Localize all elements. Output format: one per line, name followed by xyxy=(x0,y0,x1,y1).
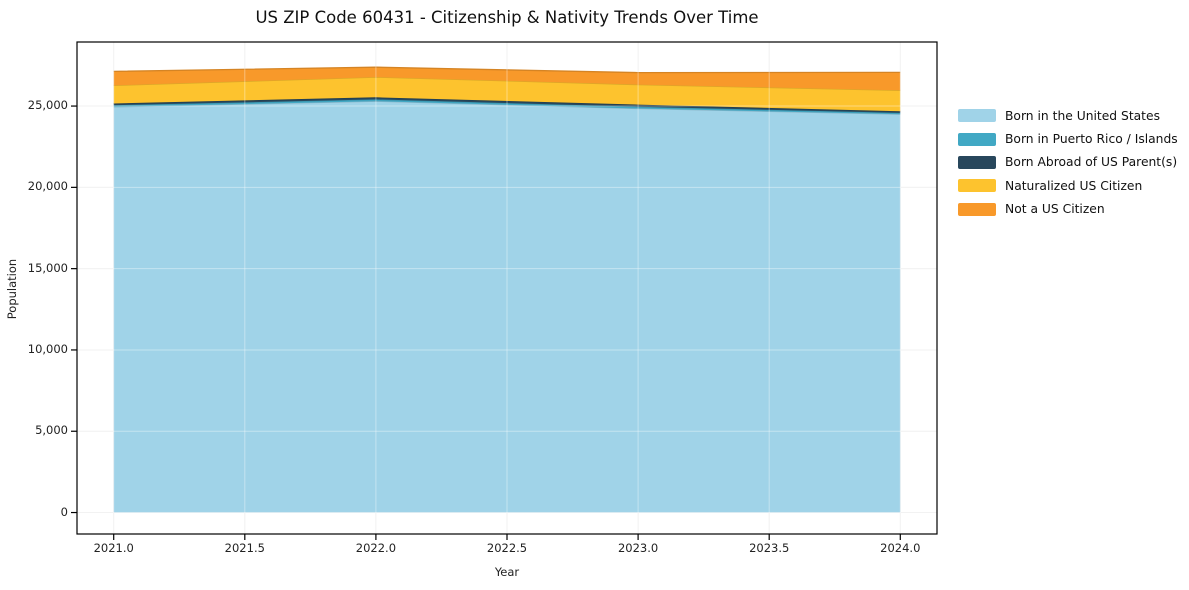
legend: Born in the United States Born in Puerto … xyxy=(958,104,1178,221)
legend-item-4: Naturalized US Citizen xyxy=(958,174,1178,197)
area-1 xyxy=(113,101,901,513)
legend-item-5: Not a US Citizen xyxy=(958,198,1178,221)
legend-label: Born Abroad of US Parent(s) xyxy=(1005,155,1178,170)
x-axis-label: Year xyxy=(494,565,520,579)
legend-item-1: Born in the United States xyxy=(958,104,1178,127)
legend-label: Born in Puerto Rico / Islands xyxy=(1005,132,1178,147)
legend-swatch-icon xyxy=(958,132,996,146)
x-tick-label: 2023.5 xyxy=(749,541,790,555)
legend-label: Born in the United States xyxy=(1005,108,1160,123)
x-tick-label: 2023.0 xyxy=(617,541,659,555)
legend-swatch-icon xyxy=(958,202,996,216)
y-tick-label: 0 xyxy=(60,504,68,519)
y-tick-label: 15,000 xyxy=(27,260,68,275)
legend-swatch-icon xyxy=(958,109,996,123)
legend-item-3: Born Abroad of US Parent(s) xyxy=(958,151,1178,174)
chart-title: US ZIP Code 60431 - Citizenship & Nativi… xyxy=(255,8,759,27)
x-tick-label: 2022.0 xyxy=(355,541,397,555)
legend-swatch-icon xyxy=(958,179,996,193)
x-tick-label: 2022.5 xyxy=(486,541,528,555)
area-edge-5 xyxy=(113,66,901,74)
y-tick-label: 10,000 xyxy=(27,341,68,356)
area-4 xyxy=(113,77,901,112)
legend-item-2: Born in Puerto Rico / Islands xyxy=(958,127,1178,150)
legend-swatch-icon xyxy=(958,155,996,169)
y-tick-label: 25,000 xyxy=(27,98,68,113)
y-axis-label: Population xyxy=(5,258,19,320)
x-tick-label: 2021.0 xyxy=(93,541,134,555)
legend-label: Naturalized US Citizen xyxy=(1005,178,1143,193)
y-tick-label: 5,000 xyxy=(35,423,68,438)
legend-label: Not a US Citizen xyxy=(1005,202,1105,217)
x-tick-label: 2024.0 xyxy=(880,541,921,555)
x-tick-label: 2021.5 xyxy=(224,541,265,555)
y-tick-label: 20,000 xyxy=(27,179,68,194)
area-edge-2 xyxy=(113,98,901,114)
